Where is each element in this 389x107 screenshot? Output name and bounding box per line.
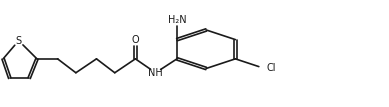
Text: NH: NH	[148, 68, 163, 78]
Text: Cl: Cl	[266, 63, 276, 74]
Text: O: O	[131, 35, 139, 45]
Text: S: S	[16, 36, 22, 46]
Text: H₂N: H₂N	[168, 15, 186, 25]
